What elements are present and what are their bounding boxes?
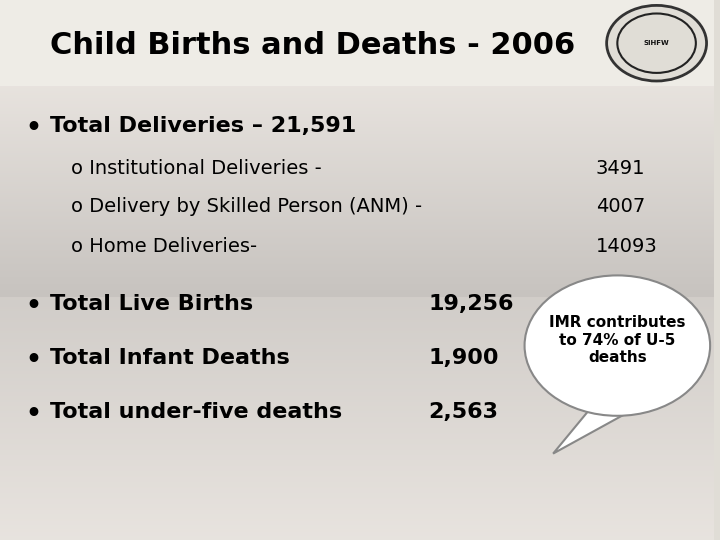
Text: 3491: 3491 <box>596 159 645 178</box>
Text: •: • <box>25 348 41 372</box>
Text: Total under-five deaths: Total under-five deaths <box>50 402 342 422</box>
Text: 19,256: 19,256 <box>428 294 513 314</box>
Text: Child Births and Deaths - 2006: Child Births and Deaths - 2006 <box>50 31 575 60</box>
Text: SIHFW: SIHFW <box>644 40 670 46</box>
Text: •: • <box>25 402 41 426</box>
Circle shape <box>607 5 706 81</box>
Text: Total Infant Deaths: Total Infant Deaths <box>50 348 289 368</box>
Text: 1,900: 1,900 <box>428 348 499 368</box>
Text: 4007: 4007 <box>596 197 645 216</box>
Text: •: • <box>25 294 41 318</box>
Text: o Home Deliveries-: o Home Deliveries- <box>71 237 258 255</box>
Text: 14093: 14093 <box>596 237 657 255</box>
Circle shape <box>525 275 710 416</box>
Text: IMR contributes
to 74% of U-5
deaths: IMR contributes to 74% of U-5 deaths <box>549 315 685 365</box>
Polygon shape <box>553 410 631 454</box>
Text: Total Deliveries – 21,591: Total Deliveries – 21,591 <box>50 116 356 136</box>
Text: o Institutional Deliveries -: o Institutional Deliveries - <box>71 159 322 178</box>
Text: •: • <box>25 116 41 140</box>
Text: 2,563: 2,563 <box>428 402 498 422</box>
Text: Total Live Births: Total Live Births <box>50 294 253 314</box>
FancyBboxPatch shape <box>0 0 714 86</box>
Text: o Delivery by Skilled Person (ANM) -: o Delivery by Skilled Person (ANM) - <box>71 197 423 216</box>
